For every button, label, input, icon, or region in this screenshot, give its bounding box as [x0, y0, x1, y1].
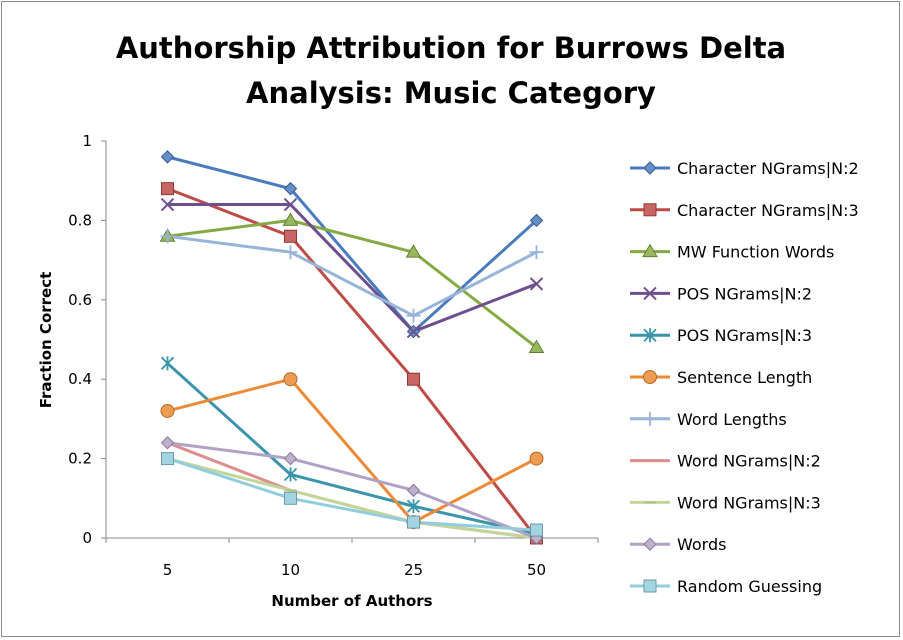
- data-point: [529, 213, 544, 228]
- data-point: [406, 308, 421, 323]
- data-point: [284, 491, 297, 505]
- series-line: [166, 203, 538, 334]
- data-point: [283, 451, 298, 466]
- legend-marker: [643, 328, 657, 343]
- y-tick-group: 0 0.2 0.4 0.6 0.8 1: [68, 132, 106, 547]
- data-point: [282, 212, 299, 226]
- data-point: [283, 197, 298, 212]
- data-point: [160, 229, 175, 244]
- series-group: [159, 150, 545, 545]
- x-tick-label: 5: [163, 561, 173, 579]
- data-point: [283, 181, 298, 196]
- legend-marker: [643, 411, 657, 426]
- y-tick-label: 0.8: [68, 211, 92, 229]
- series-line: [166, 218, 538, 349]
- y-tick-label: 0.2: [68, 450, 92, 468]
- series-line: [166, 155, 538, 334]
- data-point: [406, 324, 421, 339]
- data-point: [161, 182, 174, 196]
- legend-marker: [643, 537, 657, 551]
- legend-marker: [643, 370, 657, 384]
- data-point: [529, 277, 544, 291]
- y-tick-label: 1: [82, 132, 92, 150]
- x-tick-label: 25: [404, 561, 423, 579]
- legend-label: Words: [677, 535, 726, 554]
- data-point: [284, 229, 297, 243]
- data-point: [160, 356, 175, 371]
- series-line: [166, 234, 538, 318]
- legend-label: Sentence Length: [677, 368, 812, 387]
- legend-marker: [643, 161, 657, 175]
- y-axis-label: Fraction Correct: [37, 272, 55, 409]
- legend-label: POS NGrams|N:2: [677, 284, 812, 303]
- legend-label: MW Function Words: [677, 243, 834, 262]
- legend-marker: [643, 203, 657, 217]
- data-point: [529, 451, 544, 466]
- legend-label: Word NGrams|N:3: [677, 493, 821, 512]
- chart-title-line1: Authorship Attribution for Burrows Delta: [116, 31, 786, 65]
- legend-marker: [642, 243, 658, 258]
- legend: Character NGrams|N:2 Character NGrams|N:3…: [630, 159, 859, 596]
- data-point: [407, 515, 420, 529]
- data-point: [407, 372, 420, 386]
- legend-label: Random Guessing: [677, 577, 822, 596]
- legend-marker: [643, 579, 657, 593]
- y-tick-label: 0.6: [68, 291, 92, 309]
- data-point: [406, 483, 421, 498]
- data-point: [160, 403, 175, 418]
- data-point: [405, 244, 422, 258]
- data-point: [530, 523, 543, 537]
- x-tick-group: 5 10 25 50: [105, 538, 599, 579]
- y-tick-label: 0: [82, 529, 92, 547]
- series-line: [166, 377, 538, 524]
- data-point: [160, 436, 175, 450]
- data-point: [160, 197, 175, 212]
- series-line: [166, 361, 538, 536]
- y-tick-label: 0.4: [68, 370, 92, 388]
- series-line: [166, 457, 538, 532]
- data-point: [283, 467, 298, 482]
- x-axis-label: Number of Authors: [271, 592, 432, 610]
- data-point: [529, 245, 544, 260]
- series-line: [166, 441, 538, 540]
- data-point: [283, 245, 298, 260]
- data-point: [283, 372, 298, 387]
- legend-label: Character NGrams|N:3: [677, 201, 859, 220]
- series-line: [166, 457, 538, 540]
- data-point: [160, 150, 175, 164]
- series-line: [166, 187, 538, 540]
- legend-label: Word Lengths: [677, 410, 787, 429]
- legend-label: POS NGrams|N:3: [677, 326, 812, 345]
- chart-title-line2: Analysis: Music Category: [246, 76, 656, 110]
- x-tick-label: 50: [527, 561, 546, 579]
- legend-marker: [643, 286, 657, 301]
- legend-label: Character NGrams|N:2: [677, 159, 859, 178]
- legend-label: Word NGrams|N:2: [677, 452, 821, 471]
- data-point: [161, 452, 174, 466]
- data-point: [528, 339, 545, 353]
- data-point: [406, 499, 421, 514]
- x-tick-label: 10: [281, 561, 300, 579]
